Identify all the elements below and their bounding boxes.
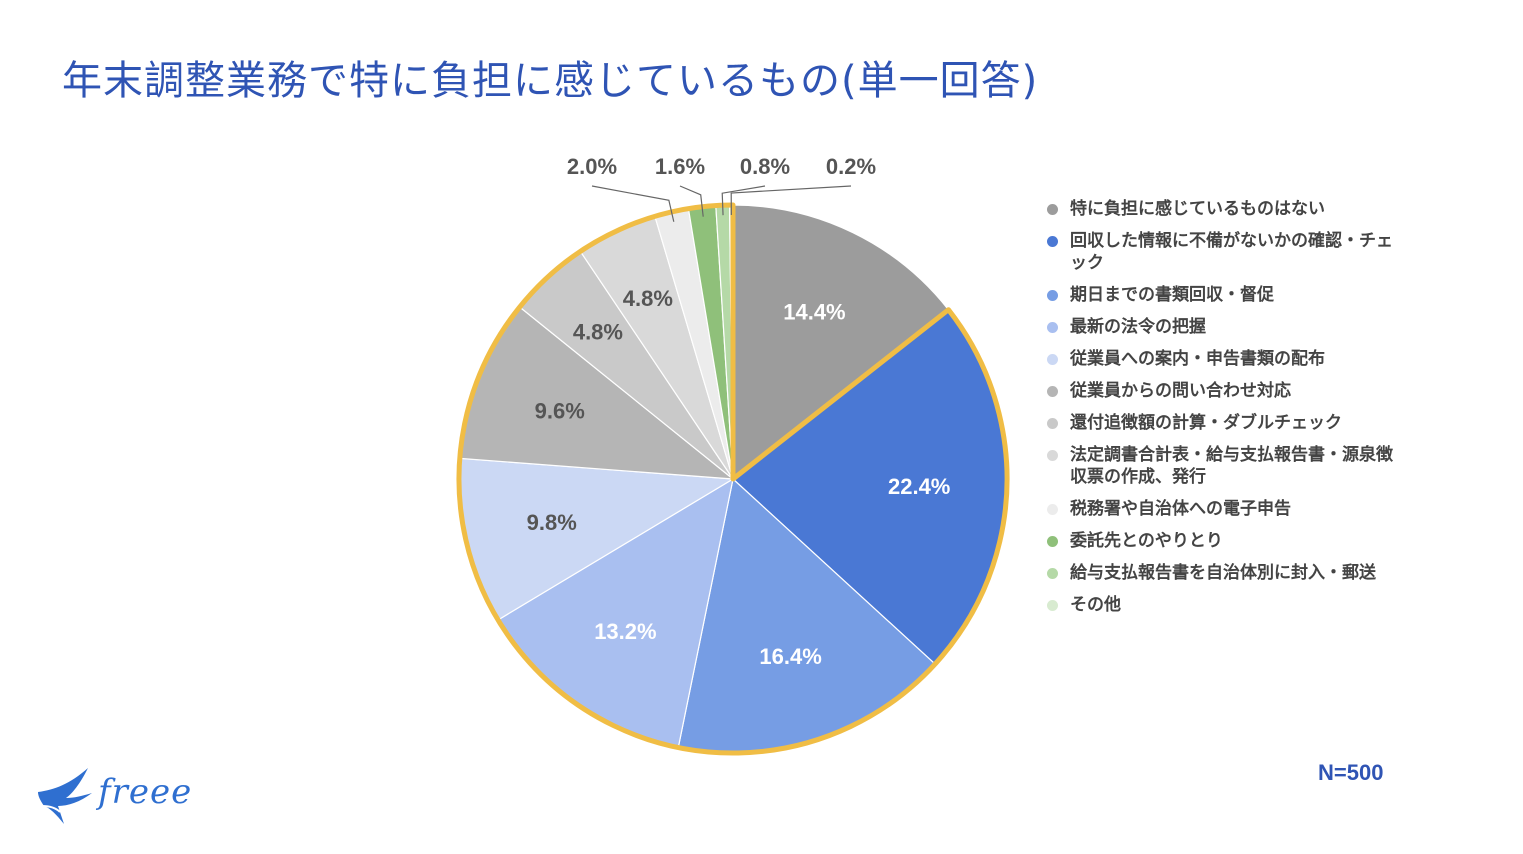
leader-line — [730, 185, 852, 216]
slice-value-label: 22.4% — [888, 474, 950, 499]
bird-logo-icon — [38, 768, 92, 824]
pie-slice — [732, 204, 950, 481]
legend-swatch — [1047, 386, 1058, 397]
legend-swatch — [1047, 568, 1058, 579]
legend-swatch — [1047, 536, 1058, 547]
legend-item: その他 — [1045, 594, 1405, 616]
page-title: 年末調整業務で特に負担に感じているもの(単一回答) — [62, 58, 1039, 104]
legend-label: 還付追徴額の計算・ダブルチェック — [1070, 413, 1342, 433]
leader-line — [679, 185, 704, 217]
slice-value-label: 4.8% — [623, 286, 673, 311]
legend-label: 回収した情報に不備がないかの確認・チェック — [1070, 231, 1393, 273]
legend-swatch — [1047, 204, 1058, 215]
legend-label: 税務署や自治体への電子申告 — [1070, 499, 1291, 519]
legend-item: 給与支払報告書を自治体別に封入・郵送 — [1045, 562, 1405, 584]
legend-label: 従業員からの問い合わせ対応 — [1070, 381, 1291, 401]
legend-label: 期日までの書類回収・督促 — [1070, 285, 1274, 305]
legend-item: 従業員への案内・申告書類の配布 — [1045, 348, 1405, 370]
freee-logo: freee — [36, 766, 196, 828]
legend-item: 従業員からの問い合わせ対応 — [1045, 380, 1405, 402]
legend-swatch — [1047, 418, 1058, 429]
legend-swatch — [1047, 600, 1058, 611]
leader-line — [721, 185, 766, 216]
legend-label: 最新の法令の把握 — [1070, 317, 1206, 337]
legend-label: 従業員への案内・申告書類の配布 — [1070, 349, 1325, 369]
legend-item: 特に負担に感じているものはない — [1045, 198, 1405, 220]
legend-item: 還付追徴額の計算・ダブルチェック — [1045, 412, 1405, 434]
legend-item: 委託先とのやりとり — [1045, 530, 1405, 552]
slice-value-label: 1.6% — [655, 154, 705, 179]
legend-label: 委託先とのやりとり — [1070, 531, 1223, 551]
slice-value-label: 2.0% — [567, 154, 617, 179]
legend-item: 税務署や自治体への電子申告 — [1045, 498, 1405, 520]
legend-label: 法定調書合計表・給与支払報告書・源泉徴収票の作成、発行 — [1070, 445, 1393, 487]
legend-swatch — [1047, 450, 1058, 461]
legend-swatch — [1047, 290, 1058, 301]
legend-label: その他 — [1070, 595, 1121, 615]
slice-value-label: 14.4% — [783, 299, 845, 324]
legend-swatch — [1047, 354, 1058, 365]
legend-label: 特に負担に感じているものはない — [1070, 199, 1325, 219]
legend-item: 回収した情報に不備がないかの確認・チェック — [1045, 230, 1405, 274]
slice-value-label: 0.2% — [826, 154, 876, 179]
slice-value-label: 4.8% — [573, 319, 623, 344]
highlight-border — [456, 202, 1010, 756]
legend-swatch — [1047, 504, 1058, 515]
legend-item: 法定調書合計表・給与支払報告書・源泉徴収票の作成、発行 — [1045, 444, 1405, 488]
slice-value-label: 9.8% — [527, 510, 577, 535]
slice-value-label: 9.6% — [535, 398, 585, 423]
legend-label: 給与支払報告書を自治体別に封入・郵送 — [1070, 563, 1376, 583]
logo-text: freee — [98, 772, 193, 812]
legend-swatch — [1047, 236, 1058, 247]
leader-line — [591, 185, 675, 222]
legend-swatch — [1047, 322, 1058, 333]
legend-item: 最新の法令の把握 — [1045, 316, 1405, 338]
slice-value-label: 16.4% — [759, 644, 821, 669]
slice-value-label: 0.8% — [740, 154, 790, 179]
slice-value-label: 13.2% — [594, 619, 656, 644]
legend-item: 期日までの書類回収・督促 — [1045, 284, 1405, 306]
sample-size-label: N=500 — [1318, 760, 1384, 785]
chart-legend: 特に負担に感じているものはない回収した情報に不備がないかの確認・チェック期日まで… — [1045, 198, 1405, 626]
